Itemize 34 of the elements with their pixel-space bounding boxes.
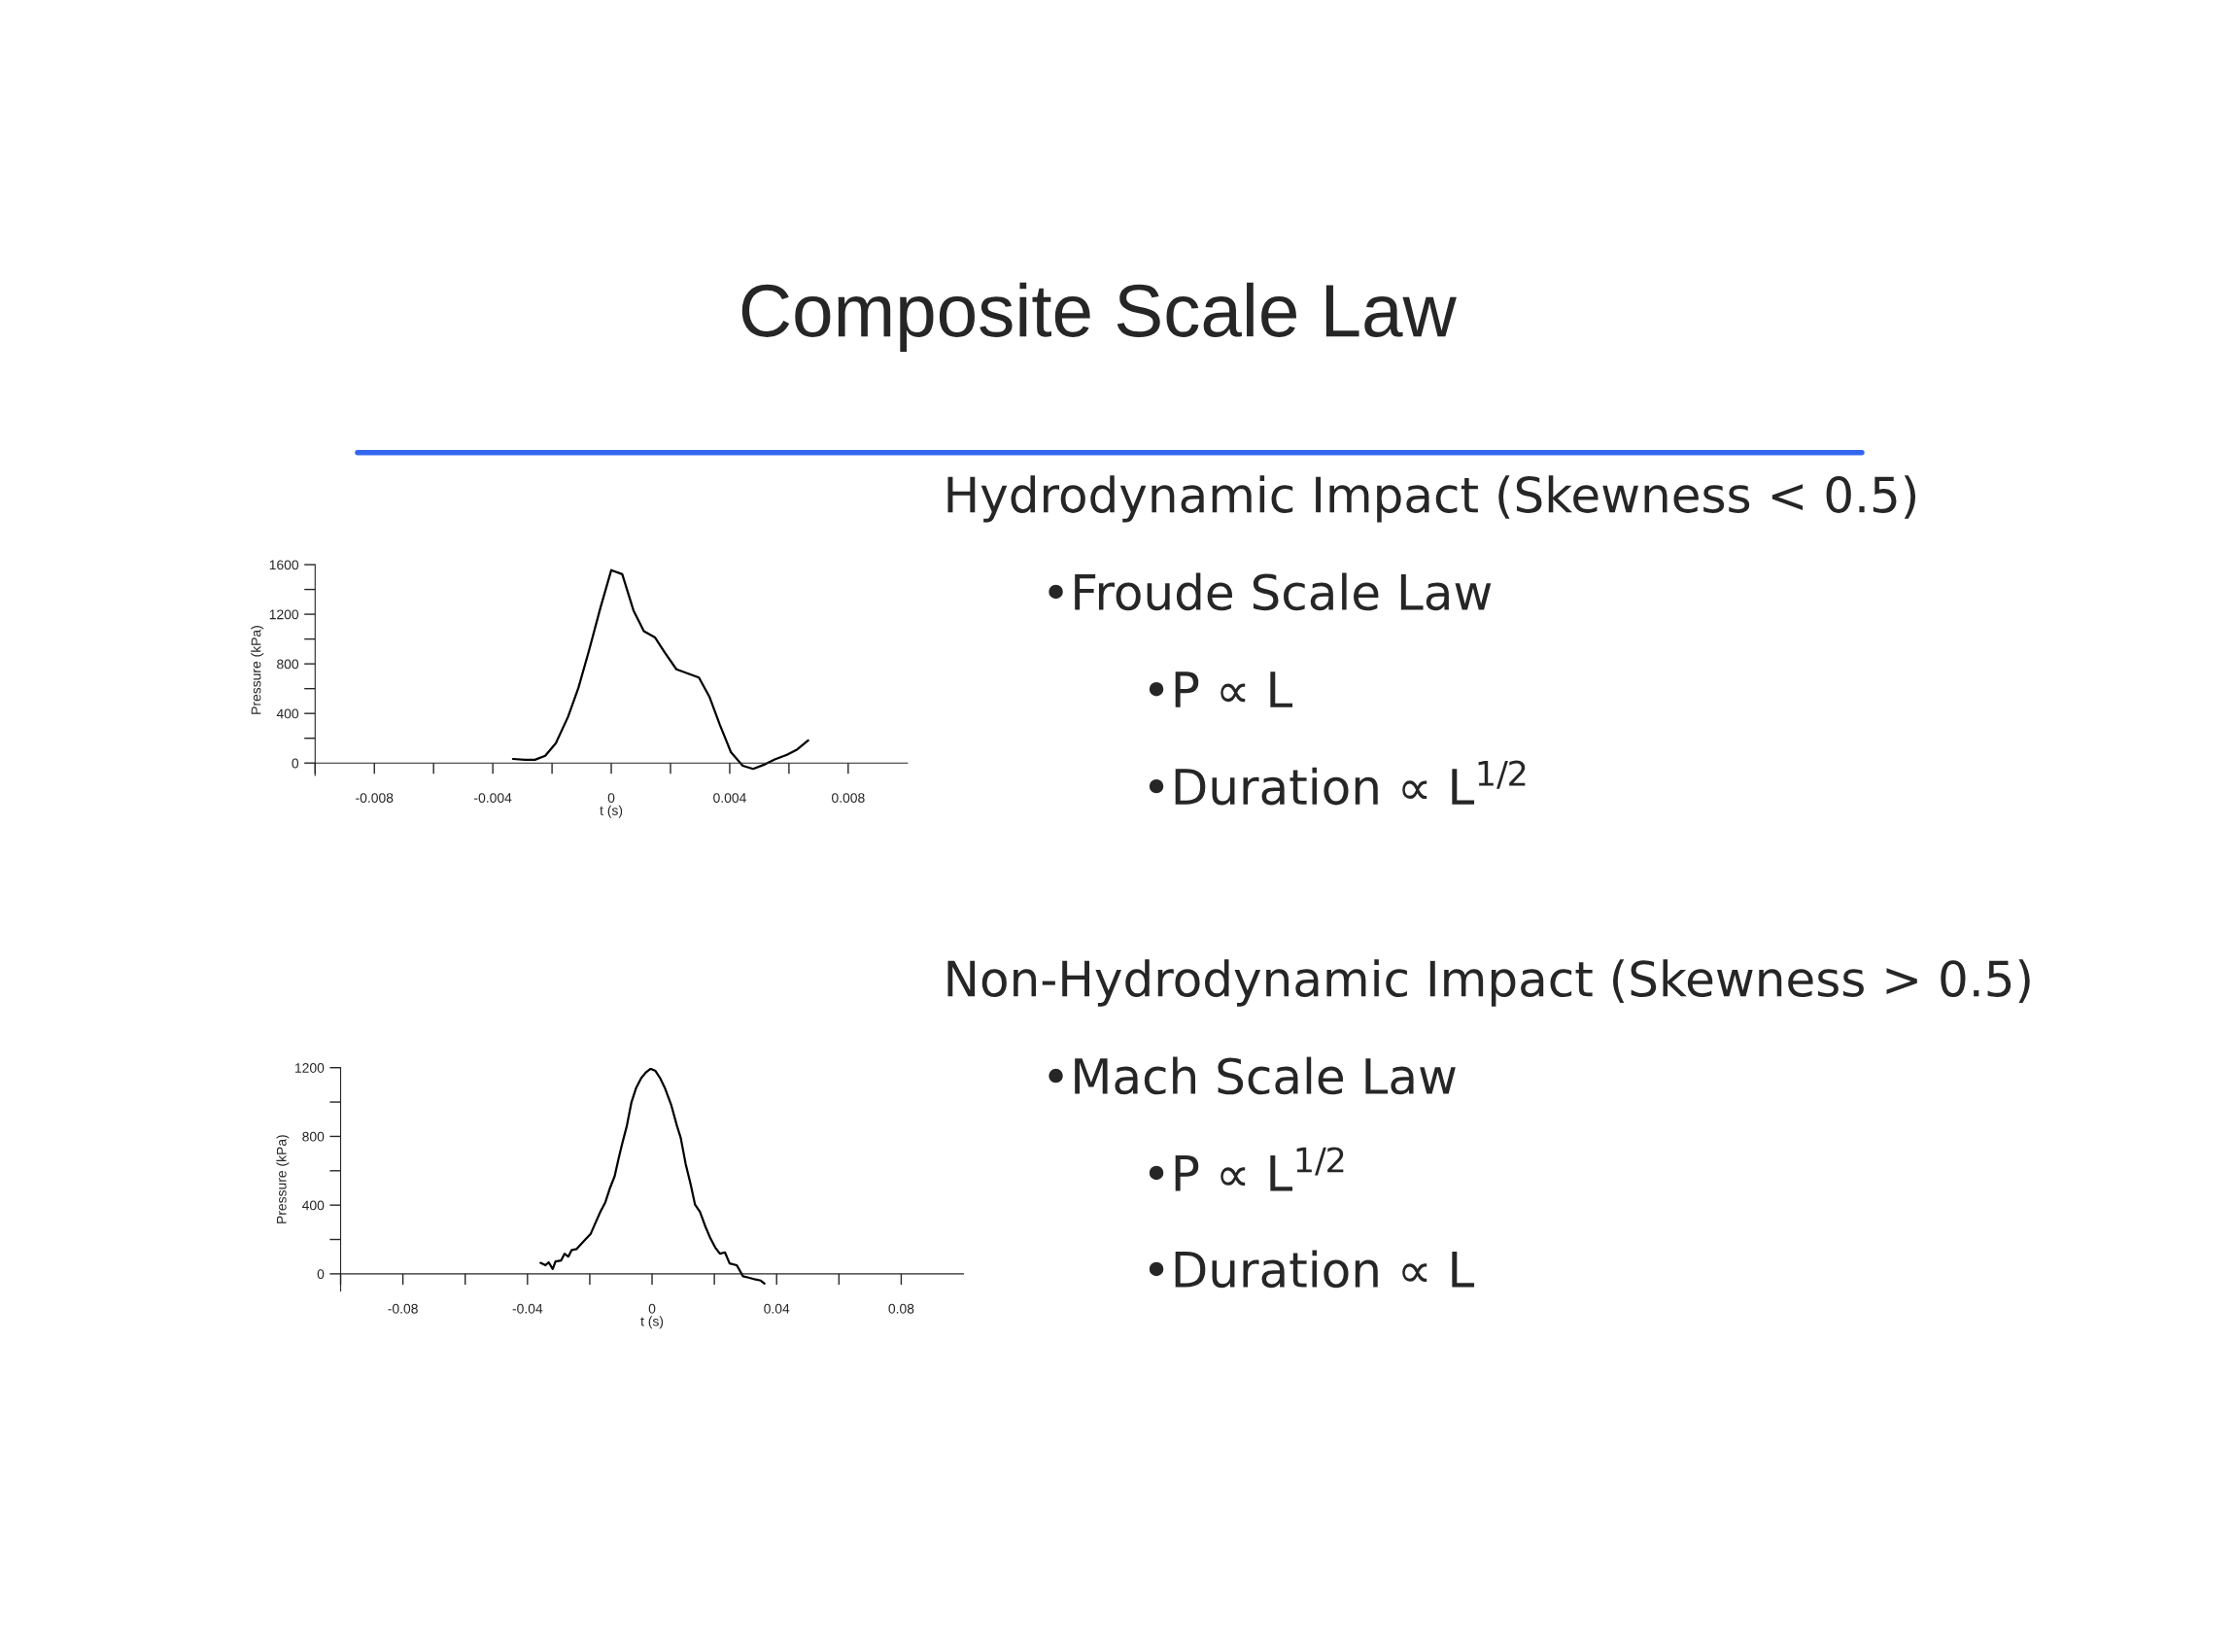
- y-tick-label: 800: [302, 1131, 325, 1142]
- text: •Duration ∝ L$^{1/2}$: [1149, 760, 1526, 806]
- text: •Duration ∝ L: [1149, 1250, 1475, 1289]
- line-series: [511, 568, 809, 771]
- x-tick-label: 0.004: [713, 793, 746, 803]
- y-axis-title: Pressure (kPa): [276, 1135, 290, 1223]
- y-tick-label: 800: [277, 659, 299, 670]
- y-tick-label: 1600: [269, 560, 299, 570]
- x-tick-label: 0.08: [888, 1303, 914, 1314]
- y-tick-label: 400: [302, 1200, 325, 1211]
- y-tick-label: 1200: [295, 1063, 325, 1073]
- x-tick-label: -0.004: [474, 793, 512, 803]
- x-tick-label: -0.08: [388, 1303, 418, 1314]
- y-axis-title: Pressure (kPa): [251, 626, 264, 714]
- text: •Mach Scale Law: [1049, 1056, 1456, 1095]
- x-axis-title: t (s): [600, 805, 623, 818]
- line-series: [539, 1067, 766, 1285]
- text: •Froude Scale Law: [1049, 572, 1492, 611]
- text: Non-Hydrodynamic Impact (Skewness > 0.5): [947, 959, 2030, 1007]
- x-tick-label: 0: [648, 1303, 656, 1314]
- y-tick-label: 1200: [269, 609, 299, 620]
- text: Hydrodynamic Impact (Skewness < 0.5): [947, 475, 1916, 523]
- x-tick-label: 0.04: [764, 1303, 790, 1314]
- x-tick-label: 0.008: [832, 793, 865, 803]
- y-tick-label: 400: [276, 708, 299, 719]
- text: •P ∝ L$^{1/2}$: [1149, 1147, 1344, 1191]
- y-tick-label: 0: [292, 758, 299, 769]
- x-tick-label: 0: [607, 793, 615, 803]
- x-tick-label: -0.04: [512, 1303, 543, 1314]
- x-tick-label: -0.008: [356, 793, 394, 803]
- text: •P ∝ L: [1149, 671, 1293, 707]
- text: Composite Scale Law: [741, 282, 1457, 352]
- x-axis-title: t (s): [640, 1316, 664, 1329]
- y-tick-label: 0: [317, 1269, 325, 1280]
